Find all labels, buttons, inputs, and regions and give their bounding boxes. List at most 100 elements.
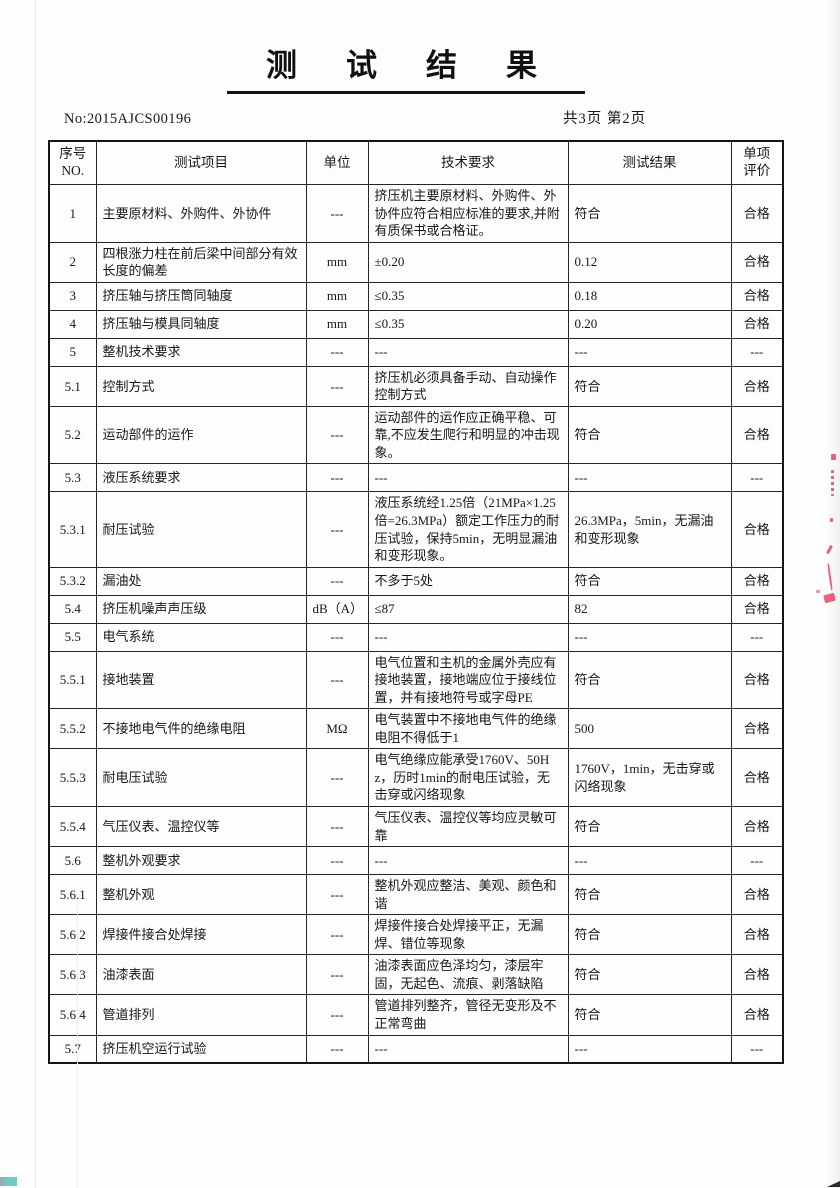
header-no-line1: 序号 — [59, 146, 87, 162]
cell-item: 焊接件接合处焊接 — [95, 914, 307, 956]
cell-evaluation: 合格 — [730, 994, 784, 1036]
cell-no: 4 — [48, 309, 97, 339]
header-no-line2: NO. — [61, 163, 85, 178]
cell-no: 5.6.3 — [48, 954, 97, 996]
page-title: 测 试 结 果 — [266, 48, 546, 83]
cell-result: --- — [567, 1034, 732, 1064]
table-row: 5.5 电气系统 --- --- --- --- — [48, 622, 784, 652]
cell-requirement: 整机外观应整洁、美观、颜色和谐 — [367, 874, 569, 916]
cell-unit: --- — [305, 405, 369, 465]
cell-result: 符合 — [567, 806, 732, 848]
cell-no: 5.6.4 — [48, 994, 97, 1036]
cell-result: 符合 — [567, 184, 732, 243]
table-row: 5.6.3 油漆表面 --- 油漆表面应色泽均匀，漆层牢固，无起色、流痕、剥落缺陷 符合… — [48, 954, 784, 996]
title-underline — [227, 91, 585, 94]
cell-no: 5.5 — [48, 622, 97, 652]
cell-item: 油漆表面 — [95, 954, 307, 996]
cell-result: 26.3MPa，5min，无漏油和变形现象 — [567, 491, 732, 568]
cell-item: 运动部件的运作 — [95, 405, 307, 465]
scan-crease-line-lower — [77, 900, 78, 1188]
table-row: 5.1 控制方式 --- 挤压机必须具备手动、自动操作控制方式 符合 合格 — [48, 365, 784, 407]
table-row: 5.5.4 气压仪表、温控仪等 --- 气压仪表、温控仪等均应灵敏可靠 符合 合格 — [48, 806, 784, 848]
cell-evaluation: 合格 — [730, 708, 784, 750]
cell-no: 5.6 — [48, 846, 97, 876]
cell-item: 管道排列 — [95, 994, 307, 1036]
red-ink-mark — [830, 518, 833, 522]
cell-requirement: --- — [367, 463, 569, 493]
cell-requirement: --- — [367, 1034, 569, 1064]
cell-evaluation: 合格 — [730, 184, 784, 243]
cell-no: 5.5.2 — [48, 708, 97, 750]
cell-no: 5.3.1 — [48, 491, 97, 568]
scan-crease-line — [35, 0, 36, 1188]
cell-result: 1760V，1min，无击穿或闪络现象 — [567, 748, 732, 808]
cell-unit: --- — [305, 1034, 369, 1064]
cell-unit: --- — [305, 566, 369, 596]
cell-item: 四根涨力柱在前后梁中间部分有效长度的偏差 — [95, 241, 307, 283]
document-number: No:2015AJCS00196 — [64, 111, 192, 127]
cell-item: 接地装置 — [95, 650, 307, 710]
cell-evaluation: --- — [730, 846, 784, 876]
table-row: 2 四根涨力柱在前后梁中间部分有效长度的偏差 mm ±0.20 0.12 合格 — [48, 241, 784, 283]
header-item: 测试项目 — [95, 140, 307, 185]
cell-item: 漏油处 — [95, 566, 307, 596]
cell-result: 82 — [567, 594, 732, 624]
cell-requirement: 挤压机主要原材料、外购件、外协件应符合相应标准的要求,并附有质保书或合格证。 — [367, 184, 569, 243]
table-row: 5.6.2 焊接件接合处焊接 --- 焊接件接合处焊接平正，无漏焊、错位等现象 符合 合格 — [48, 914, 784, 956]
cell-requirement: --- — [367, 622, 569, 652]
cell-requirement: 管道排列整齐，管径无变形及不正常弯曲 — [367, 994, 569, 1036]
cell-result: 符合 — [567, 914, 732, 956]
cell-result: 符合 — [567, 954, 732, 996]
cell-unit: mm — [305, 241, 369, 283]
cell-item: 挤压机空运行试验 — [95, 1034, 307, 1064]
red-ink-mark — [831, 454, 836, 460]
cell-requirement: 挤压机必须具备手动、自动操作控制方式 — [367, 365, 569, 407]
table-row: 5.5.3 耐电压试验 --- 电气绝缘应能承受1760V、50Hz，历时1min的耐… — [48, 748, 784, 808]
cell-requirement: 电气位置和主机的金属外壳应有接地装置，接地端应位于接线位置，并有接地符号或字母P… — [367, 650, 569, 710]
table-row: 3 挤压轴与挤压筒同轴度 mm ≤0.35 0.18 合格 — [48, 281, 784, 311]
header-evaluation-line2: 评价 — [743, 163, 771, 178]
cell-requirement: 焊接件接合处焊接平正，无漏焊、错位等现象 — [367, 914, 569, 956]
cell-unit: MΩ — [305, 708, 369, 750]
cell-result: 符合 — [567, 365, 732, 407]
cell-unit: mm — [305, 309, 369, 339]
cell-no: 5.3 — [48, 463, 97, 493]
cell-no: 5.3.2 — [48, 566, 97, 596]
cell-unit: --- — [305, 622, 369, 652]
cell-no: 5.4 — [48, 594, 97, 624]
cell-evaluation: 合格 — [730, 874, 784, 916]
cell-requirement: 电气装置中不接地电气件的绝缘电阻不得低于1 — [367, 708, 569, 750]
cell-requirement: 气压仪表、温控仪等均应灵敏可靠 — [367, 806, 569, 848]
dark-corner-mark — [827, 1181, 840, 1187]
cell-unit: --- — [305, 184, 369, 243]
cell-result: 符合 — [567, 650, 732, 710]
cell-item: 电气系统 — [95, 622, 307, 652]
cell-no: 2 — [48, 241, 97, 283]
header-result: 测试结果 — [567, 140, 732, 185]
table-row: 5.6.1 整机外观 --- 整机外观应整洁、美观、颜色和谐 符合 合格 — [48, 874, 784, 916]
cell-unit: --- — [305, 954, 369, 996]
cell-evaluation: 合格 — [730, 914, 784, 956]
cell-result: 0.12 — [567, 241, 732, 283]
cell-item: 挤压轴与挤压筒同轴度 — [95, 281, 307, 311]
cell-evaluation: 合格 — [730, 491, 784, 568]
cell-result: 符合 — [567, 566, 732, 596]
cell-result: 0.20 — [567, 309, 732, 339]
cell-evaluation: 合格 — [730, 405, 784, 465]
cell-unit: --- — [305, 463, 369, 493]
red-ink-mark — [816, 590, 820, 593]
table-row: 5.5.2 不接地电气件的绝缘电阻 MΩ 电气装置中不接地电气件的绝缘电阻不得低于1 5… — [48, 708, 784, 750]
table-row: 5.6.4 管道排列 --- 管道排列整齐，管径无变形及不正常弯曲 符合 合格 — [48, 994, 784, 1036]
header-evaluation: 单项 评价 — [730, 140, 784, 185]
cell-result: --- — [567, 846, 732, 876]
cell-requirement: ≤0.35 — [367, 281, 569, 311]
cell-requirement: 液压系统经1.25倍（21MPa×1.25倍=26.3MPa）额定工作压力的耐压… — [367, 491, 569, 568]
header-evaluation-line1: 单项 — [743, 146, 771, 162]
cell-unit: --- — [305, 337, 369, 367]
cell-evaluation: 合格 — [730, 309, 784, 339]
cell-unit: --- — [305, 846, 369, 876]
cell-evaluation: 合格 — [730, 954, 784, 996]
table-row: 5.7 挤压机空运行试验 --- --- --- --- — [48, 1034, 784, 1064]
header-no: 序号 NO. — [48, 140, 97, 185]
cell-item: 气压仪表、温控仪等 — [95, 806, 307, 848]
